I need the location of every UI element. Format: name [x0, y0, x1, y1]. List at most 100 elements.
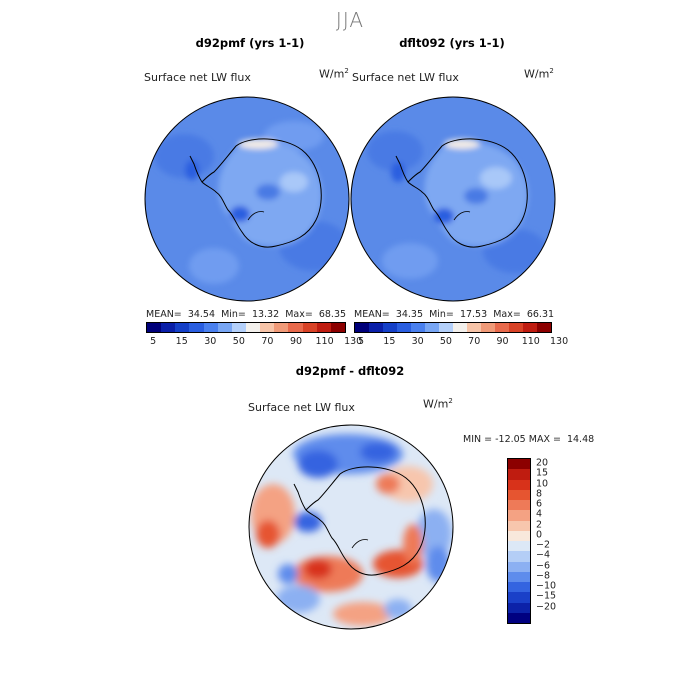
colorbar-swatch: [355, 323, 369, 332]
diff-polar-map: [248, 424, 454, 630]
panel1-flux-contours: [154, 121, 349, 284]
colorbar-swatch: [508, 582, 530, 593]
colorbar-swatch: [425, 323, 439, 332]
colorbar-swatch: [231, 323, 246, 332]
colorbar-tick-label: 110: [521, 336, 540, 347]
panel2-max: 66.31: [526, 309, 555, 320]
colorbar-tick-label: 90: [496, 336, 509, 347]
colorbar-swatch: [175, 323, 190, 332]
colorbar-swatch: [508, 551, 530, 562]
diff-coastline: [293, 466, 426, 576]
colorbar-swatch: [481, 323, 495, 332]
colorbar-tick-label: 10: [536, 478, 549, 490]
panel1-title: d92pmf (yrs 1-1): [195, 36, 305, 50]
colorbar-swatch: [537, 323, 551, 332]
panel2-colorbar: [354, 322, 552, 333]
colorbar-tick-label: −4: [536, 549, 551, 561]
colorbar-swatch: [217, 323, 232, 332]
panel2-units: W/m2: [524, 67, 554, 81]
panel2-polar-map: [350, 96, 556, 302]
panel1-stats: MEAN= 34.54 Min= 13.32 Max= 68.35: [146, 309, 346, 320]
colorbar-swatch: [495, 323, 509, 332]
colorbar-swatch: [383, 323, 397, 332]
diff-field-label: Surface net LW flux: [248, 401, 355, 414]
colorbar-tick-label: 2: [536, 519, 543, 531]
colorbar-swatch: [330, 323, 345, 332]
panel1-field-label: Surface net LW flux: [144, 71, 251, 84]
colorbar-swatch: [508, 541, 530, 552]
colorbar-tick-label: 130: [344, 336, 363, 347]
colorbar-swatch: [508, 520, 530, 531]
colorbar-swatch: [508, 510, 530, 521]
colorbar-tick-label: 5: [358, 336, 365, 347]
colorbar-tick-label: 20: [536, 457, 549, 469]
panel2-max-label: Max=: [493, 309, 521, 320]
colorbar-tick-label: 70: [468, 336, 481, 347]
colorbar-tick-label: 8: [536, 488, 543, 500]
colorbar-tick-label: 6: [536, 498, 543, 510]
colorbar-tick-label: 15: [536, 467, 549, 479]
colorbar-tick-label: 30: [204, 336, 217, 347]
colorbar-tick-label: 50: [439, 336, 452, 347]
colorbar-swatch: [439, 323, 453, 332]
panel1-units: W/m2: [319, 67, 349, 81]
panel2-field-label: Surface net LW flux: [352, 71, 459, 84]
panel2-coastline: [395, 138, 528, 248]
colorbar-swatch: [508, 602, 530, 613]
panel1-coastline: [189, 138, 322, 248]
diff-colorbar: [507, 458, 531, 624]
diff-units: W/m2: [423, 397, 453, 411]
colorbar-swatch: [288, 323, 303, 332]
panel1-mean-label: MEAN=: [146, 309, 182, 320]
colorbar-tick-label: −15: [536, 590, 557, 602]
panel1-colorbar: [146, 322, 346, 333]
colorbar-swatch: [509, 323, 523, 332]
panel2-min-label: Min=: [429, 309, 454, 320]
colorbar-tick-label: −8: [536, 570, 551, 582]
colorbar-tick-label: 90: [289, 336, 303, 347]
panel1-polar-map: [144, 96, 350, 302]
diff-stats: MIN = -12.05 MAX = 14.48: [463, 434, 595, 445]
colorbar-swatch: [147, 323, 162, 332]
colorbar-swatch: [161, 323, 176, 332]
colorbar-swatch: [508, 469, 530, 480]
colorbar-tick-label: 15: [175, 336, 188, 347]
colorbar-tick-label: −10: [536, 580, 557, 592]
panel2-stats: MEAN= 34.35 Min= 17.53 Max= 66.31: [354, 309, 554, 320]
colorbar-swatch: [411, 323, 425, 332]
colorbar-swatch: [523, 323, 537, 332]
colorbar-swatch: [453, 323, 467, 332]
panel1-min-label: Min=: [221, 309, 246, 320]
panel1-min: 13.32: [251, 309, 280, 320]
colorbar-swatch: [508, 561, 530, 572]
colorbar-tick-label: 50: [232, 336, 245, 347]
panel1-colorbar-ticks: 5 15 30 50 70 90 110 130: [146, 336, 362, 348]
colorbar-swatch: [245, 323, 261, 332]
colorbar-swatch: [274, 323, 289, 332]
panel1-mean: 34.54: [187, 309, 216, 320]
colorbar-tick-label: 130: [549, 336, 569, 347]
panel2-mean: 34.35: [395, 309, 424, 320]
colorbar-swatch: [508, 459, 530, 470]
colorbar-tick-label: −2: [536, 539, 551, 551]
colorbar-swatch: [508, 489, 530, 500]
colorbar-tick-label: 15: [383, 336, 396, 347]
colorbar-swatch: [203, 323, 218, 332]
panel1-max: 68.35: [318, 309, 347, 320]
colorbar-tick-label: 30: [411, 336, 424, 347]
colorbar-swatch: [508, 592, 530, 603]
colorbar-swatch: [508, 612, 530, 623]
panel2-colorbar-ticks: 5 15 30 50 70 90 110 130: [354, 336, 568, 348]
colorbar-swatch: [316, 323, 331, 332]
panel2-mean-label: MEAN=: [354, 309, 390, 320]
diff-colorbar-ticks: 20 15 10 8 6 4 2 0 −2 −4 −6 −8 −10 −15 −20: [536, 458, 576, 622]
colorbar-tick-label: 4: [536, 508, 543, 520]
colorbar-tick-label: 5: [150, 336, 157, 347]
colorbar-tick-label: 70: [261, 336, 274, 347]
colorbar-swatch: [189, 323, 204, 332]
colorbar-tick-label: 0: [536, 529, 543, 541]
colorbar-swatch: [508, 479, 530, 490]
panel1-max-label: Max=: [285, 309, 313, 320]
colorbar-tick-label: 110: [315, 336, 334, 347]
panel2-title: dflt092 (yrs 1-1): [399, 36, 505, 50]
